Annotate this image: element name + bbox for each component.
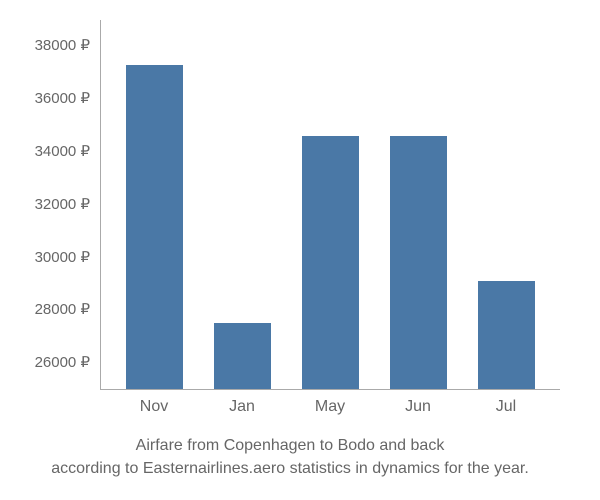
y-axis: 38000 ₽36000 ₽34000 ₽32000 ₽30000 ₽28000… bbox=[20, 20, 100, 390]
x-tick-label: May bbox=[301, 398, 358, 416]
x-tick-label: Jul bbox=[477, 398, 534, 416]
bar bbox=[478, 281, 535, 389]
bar bbox=[302, 136, 359, 389]
x-tick-label: Jun bbox=[389, 398, 446, 416]
x-labels: Nov Jan May Jun Jul bbox=[100, 390, 560, 416]
x-axis: Nov Jan May Jun Jul bbox=[20, 390, 560, 416]
chart-area: 38000 ₽36000 ₽34000 ₽32000 ₽30000 ₽28000… bbox=[20, 20, 560, 390]
bar bbox=[126, 65, 183, 389]
chart-caption: Airfare from Copenhagen to Bodo and back… bbox=[20, 416, 560, 480]
bars-group bbox=[101, 20, 560, 389]
caption-line-2: according to Easternairlines.aero statis… bbox=[51, 460, 529, 477]
caption-line-1: Airfare from Copenhagen to Bodo and back bbox=[136, 437, 445, 454]
plot-area bbox=[100, 20, 560, 390]
x-tick-label: Nov bbox=[125, 398, 182, 416]
bar bbox=[390, 136, 447, 389]
bar bbox=[214, 323, 271, 389]
x-tick-label: Jan bbox=[213, 398, 270, 416]
airfare-bar-chart: 38000 ₽36000 ₽34000 ₽32000 ₽30000 ₽28000… bbox=[0, 0, 600, 500]
